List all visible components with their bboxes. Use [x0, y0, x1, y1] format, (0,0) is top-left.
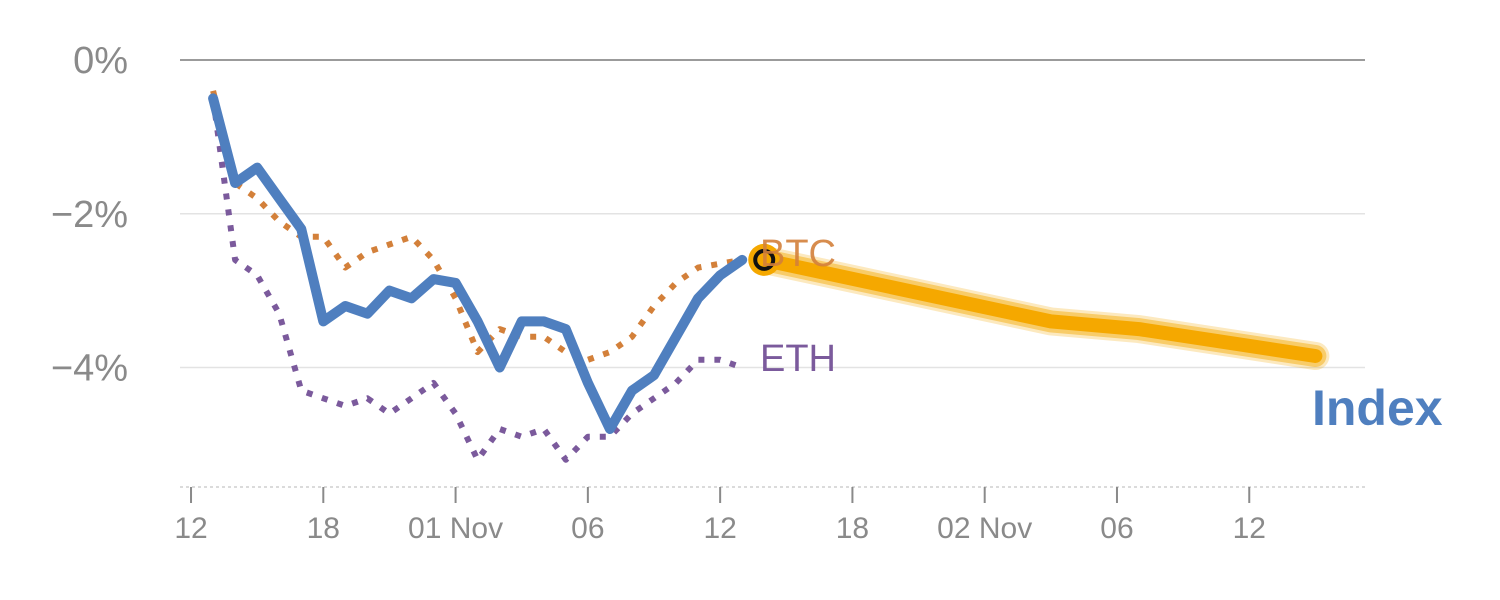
x-tick-label: 18 [836, 512, 869, 545]
y-tick-label: −4% [51, 348, 128, 390]
label-layer: ETH BTC Index [760, 233, 1443, 436]
x-tick-label: 06 [571, 512, 604, 545]
series-line-eth [210, 97, 744, 463]
series-line-index [208, 93, 748, 434]
x-tick-label: 12 [174, 512, 207, 545]
series-label-btc: BTC [760, 233, 836, 275]
x-tick-label: 01 Nov [408, 512, 503, 545]
x-tick-label: 18 [307, 512, 340, 545]
x-tick-label: 12 [1233, 512, 1266, 545]
series-label-eth: ETH [760, 338, 836, 380]
x-tick-label: 12 [703, 512, 736, 545]
highlight-marker-ring [753, 248, 776, 271]
projection-layer [748, 243, 1330, 370]
series-label-index: Index [1312, 380, 1443, 436]
x-tick-label: 02 Nov [937, 512, 1032, 545]
y-tick-label: 0% [73, 40, 128, 82]
grid-layer [180, 59, 1365, 369]
axis-layer: 0% −2% −4% 12 18 01 Nov 06 12 18 02 Nov 06 12 [51, 40, 1365, 545]
x-tick-label: 06 [1100, 512, 1133, 545]
projection-band-line [757, 252, 1323, 363]
highlight-marker-outer [748, 243, 781, 276]
series-layer [208, 90, 748, 463]
y-tick-label: −2% [51, 194, 128, 236]
